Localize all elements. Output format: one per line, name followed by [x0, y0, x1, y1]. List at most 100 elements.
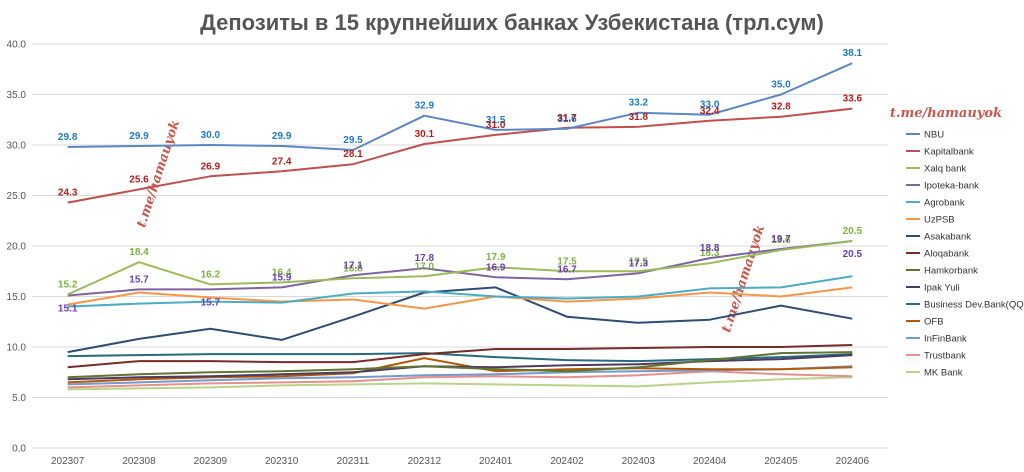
legend-entry: Ipak Yuli	[924, 283, 960, 294]
data-label: 31.5	[486, 115, 506, 126]
series-line	[67, 370, 853, 389]
data-label: 17.3	[629, 258, 649, 269]
series-lines	[67, 62, 853, 391]
data-label: 29.8	[58, 132, 78, 143]
legend-entry: MK Bank	[924, 368, 963, 379]
series-line	[67, 62, 853, 151]
data-label: 32.4	[700, 106, 720, 117]
x-axis: 202307 202308 202309 202310 202311 202312 2024…	[51, 456, 869, 467]
x-tick-label: 202406	[836, 456, 870, 467]
data-label: 31.7	[557, 113, 577, 124]
x-tick-label: 202404	[693, 456, 727, 467]
legend-watermark: t.me/hamauyok	[890, 106, 1002, 121]
legend-entry: Asakabank	[924, 232, 971, 243]
data-label: 32.8	[771, 102, 791, 113]
y-tick-label: 10.0	[7, 343, 27, 354]
data-label: 16.8	[343, 263, 363, 274]
data-label: 27.4	[272, 156, 292, 167]
legend-entry: Hamkorbank	[924, 266, 978, 277]
data-label: 16.4	[272, 267, 292, 278]
data-label: 15.7	[201, 297, 221, 308]
data-label: 33.0	[700, 100, 720, 111]
y-tick-label: 30.0	[7, 141, 27, 152]
legend-entry: InFinBank	[924, 334, 967, 345]
legend-entry: Kapitalbank	[924, 147, 974, 158]
legend-entry: Aloqabank	[924, 249, 969, 260]
data-label: 29.9	[129, 131, 149, 142]
data-label: 31.0	[486, 120, 506, 131]
data-label: 35.0	[771, 80, 791, 91]
x-tick-label: 202311	[337, 456, 370, 467]
data-label: 18.8	[700, 243, 720, 254]
series-line	[67, 286, 853, 310]
data-label: 15.9	[272, 272, 292, 283]
y-tick-label: 20.0	[7, 242, 27, 253]
data-label: 19.6	[771, 235, 791, 246]
legend-entry: UzPSB	[924, 215, 955, 226]
series-line	[67, 107, 853, 204]
legend: NBU Kapitalbank Xalq bank Ipoteka-bank Agrob…	[890, 106, 1024, 379]
y-axis: 0.0 5.0 10.0 15.0 20.0 25.0 30.0 35.0 40.0	[7, 40, 27, 455]
series-line	[67, 240, 853, 296]
data-label: 16.2	[201, 269, 221, 280]
data-label: 24.3	[58, 188, 78, 199]
x-tick-label: 202403	[622, 456, 656, 467]
data-label: 16.7	[557, 264, 577, 275]
series-line	[67, 275, 853, 308]
data-label: 17.0	[415, 261, 435, 272]
data-label: 25.6	[129, 174, 149, 185]
data-label: 33.2	[629, 98, 649, 109]
x-tick-label: 202307	[51, 456, 85, 467]
legend-entry: OFB	[924, 317, 944, 328]
data-label: 32.9	[415, 101, 435, 112]
x-tick-label: 202402	[550, 456, 584, 467]
series-line	[67, 357, 853, 384]
x-tick-label: 202310	[265, 456, 299, 467]
legend-entry: Ipoteka-bank	[924, 181, 979, 192]
x-tick-label: 202309	[194, 456, 228, 467]
chart-title: Депозиты в 15 крупнейших банках Узбекист…	[200, 10, 824, 35]
watermark: t.me/hamauyok	[719, 223, 768, 334]
y-tick-label: 5.0	[12, 393, 26, 404]
data-label: 15.7	[129, 274, 149, 285]
legend-entry: NBU	[924, 130, 944, 141]
data-label: 30.0	[201, 130, 221, 141]
legend-entry: Business Dev.Bank(QQB)	[924, 300, 1024, 311]
y-tick-label: 40.0	[7, 40, 27, 51]
series-line	[67, 351, 853, 379]
series-line	[67, 286, 853, 354]
data-label: 17.8	[415, 253, 435, 264]
series-line	[67, 376, 853, 391]
legend-entry: Agrobank	[924, 198, 965, 209]
legend-entry: Xalq bank	[924, 164, 967, 175]
data-label: 31.8	[629, 112, 649, 123]
data-label: 19.7	[771, 234, 791, 245]
data-label: 16.9	[486, 262, 506, 273]
data-label: 18.4	[129, 247, 149, 258]
data-label: 29.5	[343, 135, 363, 146]
series-line	[67, 344, 853, 369]
data-label: 17.5	[557, 256, 577, 267]
data-label: 29.9	[272, 131, 292, 142]
data-labels: 29.8 29.9 30.0 29.9 29.5 32.9 31.5 31.6 33.2 33.0…	[58, 48, 863, 314]
data-label: 15.1	[58, 303, 78, 314]
x-tick-label: 202312	[408, 456, 442, 467]
data-label: 30.1	[415, 129, 435, 140]
x-tick-label: 202405	[764, 456, 798, 467]
y-tick-label: 35.0	[7, 90, 27, 101]
y-tick-label: 25.0	[7, 191, 27, 202]
data-label: 17.1	[343, 260, 363, 271]
data-label: 33.6	[843, 94, 863, 105]
data-label: 20.5	[843, 226, 863, 237]
data-label: 18.3	[700, 248, 720, 259]
data-label: 20.5	[843, 249, 863, 260]
y-tick-label: 0.0	[12, 444, 26, 455]
x-tick-label: 202401	[479, 456, 513, 467]
data-label: 28.1	[343, 149, 363, 160]
data-label: 31.6	[557, 114, 577, 125]
data-label: 38.1	[843, 48, 863, 59]
data-label: 26.9	[201, 161, 221, 172]
y-tick-label: 15.0	[7, 292, 27, 303]
data-label: 15.2	[58, 279, 78, 290]
